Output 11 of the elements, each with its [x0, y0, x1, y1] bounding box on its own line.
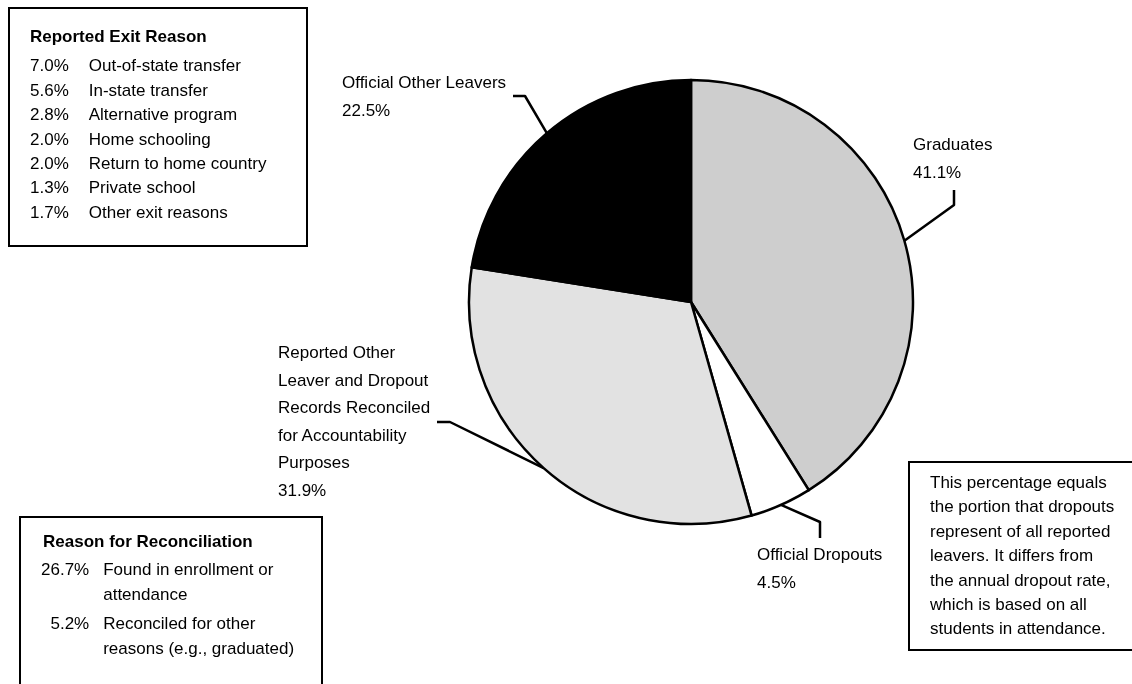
slice-label: Reported Other Leaver and Dropout Records Reconciled for Accountability Purposes — [278, 343, 435, 473]
slice-label: Official Other Leavers — [342, 73, 507, 93]
data-label: 4.5% — [757, 572, 796, 592]
slice-label: Official Dropouts — [757, 545, 883, 565]
data-label: 41.1% — [913, 162, 962, 182]
text: This percentage equals the portion that dropouts represent of all reported leavers. It differs from the annual dropout rate, which is based on all students in attendance. — [930, 472, 1116, 641]
data-label: 22.5% — [342, 100, 391, 120]
data-label: 31.9% — [278, 480, 327, 500]
text: Reported Exit Reason 7.0% Out-of-state transfer 5.6% In-state transfer 2.8% Alternative program 2.0% Home schooling 2.0% Return to home country 1.3% Private school 1.7% Other exit reasons — [30, 27, 267, 222]
text: Reason for Reconciliation 26.7% Found in enrollment or attendance 5.2% Reconciled for other reasons (e.g., graduated) — [41, 531, 296, 660]
slice-label: Graduates — [913, 135, 993, 155]
